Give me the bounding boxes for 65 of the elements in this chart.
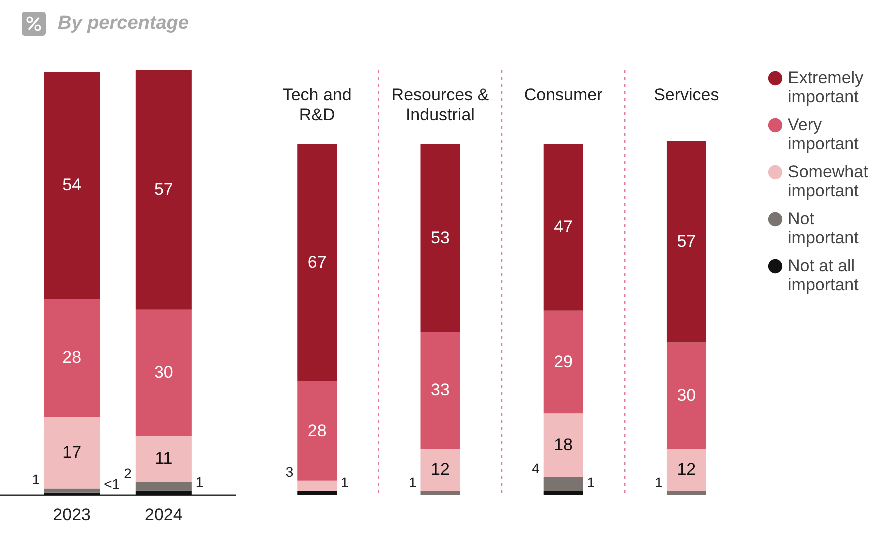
data-label: 12 — [677, 460, 696, 480]
legend-label: Extremely important — [788, 68, 864, 106]
data-label: 1 — [32, 472, 40, 488]
data-label: 53 — [430, 228, 450, 248]
chart-title: By percentage — [58, 12, 189, 36]
bar — [420, 332, 460, 449]
legend-label: Somewhat important — [788, 162, 869, 200]
data-label: 29 — [554, 352, 574, 372]
data-label: 1 — [655, 474, 664, 490]
legend-label: Not at all important — [788, 256, 860, 294]
x-tick-label: Resources & Industrial — [392, 86, 490, 124]
bar — [544, 414, 584, 478]
bar — [298, 144, 338, 382]
data-label: 30 — [154, 362, 174, 382]
bar — [136, 310, 192, 436]
data-label: 67 — [308, 253, 327, 272]
data-label: <1 — [104, 476, 120, 492]
bar — [544, 310, 584, 414]
data-label: 1 — [408, 474, 417, 490]
bar — [298, 480, 338, 492]
bar — [136, 490, 192, 495]
data-label: 54 — [62, 176, 82, 195]
bar — [136, 482, 192, 491]
data-label: 28 — [62, 348, 82, 368]
data-label: 3 — [286, 464, 294, 480]
x-tick-label: 2024 — [145, 506, 183, 524]
bar — [136, 436, 192, 482]
x-tick-label: 2023 — [53, 506, 91, 524]
bar — [666, 491, 706, 495]
data-label: 11 — [155, 449, 173, 468]
data-label: 57 — [677, 232, 696, 251]
bar — [298, 491, 338, 495]
bar — [44, 488, 100, 493]
legend-label: Not important — [788, 210, 860, 248]
bar — [420, 491, 460, 495]
bar — [420, 448, 460, 492]
bar — [666, 141, 706, 343]
data-label: 12 — [430, 460, 450, 480]
bar — [544, 477, 584, 492]
data-label: 1 — [587, 474, 596, 490]
bar — [544, 491, 584, 495]
data-label: 2 — [124, 465, 132, 482]
bar — [666, 448, 706, 492]
data-label: 30 — [677, 386, 696, 405]
bar — [44, 417, 100, 489]
data-label: 47 — [554, 218, 574, 237]
bar — [666, 342, 706, 449]
data-label: 17 — [62, 442, 82, 462]
bar — [44, 299, 100, 418]
data-label: 18 — [554, 435, 574, 454]
bar — [298, 382, 338, 481]
bar — [420, 144, 460, 332]
bar — [44, 72, 100, 300]
bar — [544, 144, 584, 311]
legend-label: Very important — [788, 116, 860, 154]
data-label: 57 — [154, 180, 174, 199]
bar — [136, 70, 192, 310]
data-label: 4 — [532, 460, 540, 476]
data-label: 33 — [430, 380, 450, 400]
x-tick-label: Services — [654, 86, 720, 104]
x-tick-label: Tech and R&D — [282, 86, 352, 124]
data-label: 1 — [196, 474, 204, 490]
x-tick-label: Consumer — [524, 86, 604, 104]
data-label: 1 — [341, 474, 350, 490]
data-label: 28 — [308, 421, 327, 440]
